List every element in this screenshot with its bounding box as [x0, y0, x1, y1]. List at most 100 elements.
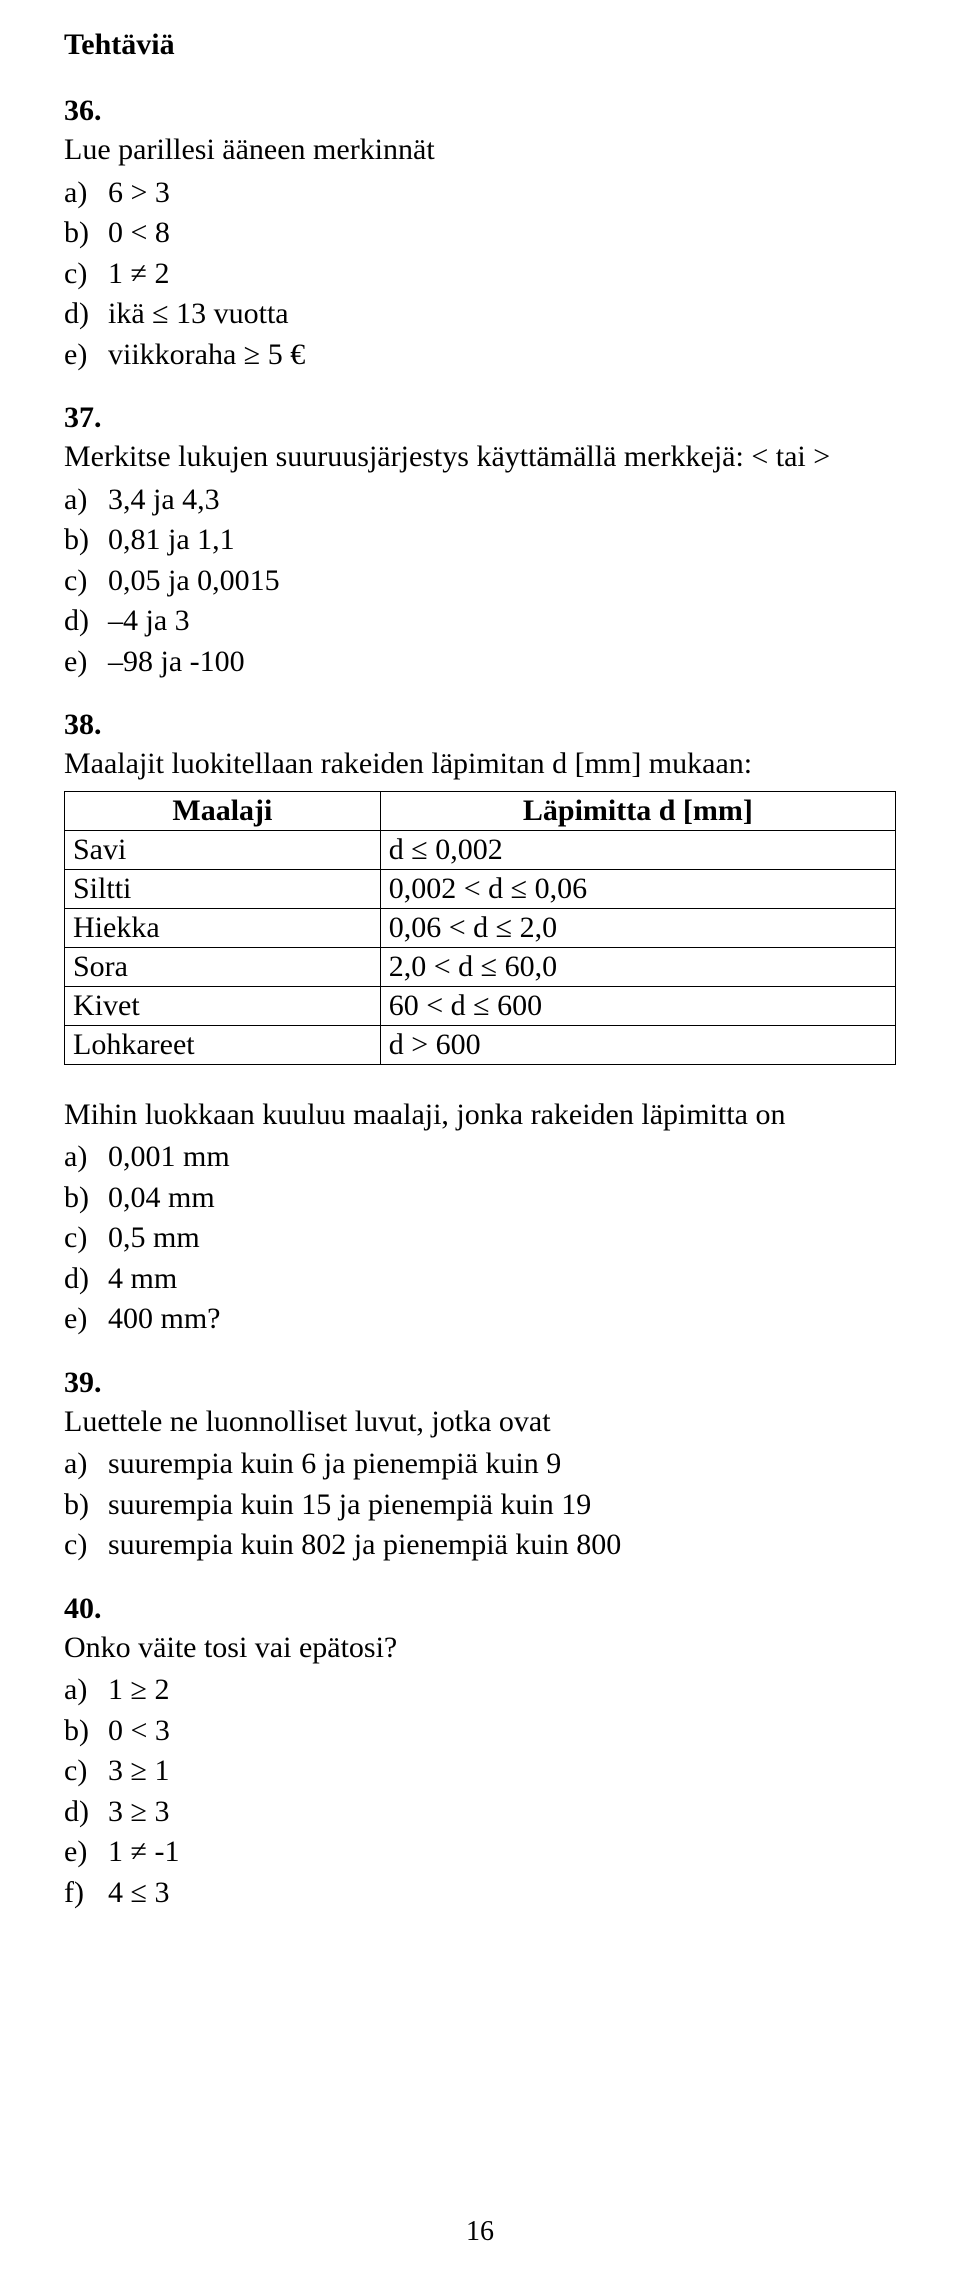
option-letter: d) [64, 1259, 108, 1300]
list-item: e) 1 ≠ -1 [64, 1832, 896, 1873]
list-item: f) 4 ≤ 3 [64, 1873, 896, 1914]
option-text: viikkoraha ≥ 5 € [108, 335, 896, 376]
option-letter: b) [64, 213, 108, 254]
table-cell: 0,002 < d ≤ 0,06 [380, 869, 895, 908]
list-item: a) 6 > 3 [64, 173, 896, 214]
q36-number: 36. [64, 94, 896, 128]
option-text: 400 mm? [108, 1299, 896, 1340]
option-letter: d) [64, 294, 108, 335]
table-cell: d > 600 [380, 1025, 895, 1064]
list-item: c) 0,5 mm [64, 1218, 896, 1259]
option-letter: b) [64, 1485, 108, 1526]
page: Tehtäviä 36. Lue parillesi ääneen merkin… [0, 0, 960, 2272]
option-text: 0,05 ja 0,0015 [108, 561, 896, 602]
option-letter: b) [64, 520, 108, 561]
list-item: b) 0 < 8 [64, 213, 896, 254]
q39-prompt: Luettele ne luonnolliset luvut, jotka ov… [64, 1402, 896, 1443]
option-letter: a) [64, 173, 108, 214]
q39-options: a) suurempia kuin 6 ja pienempiä kuin 9 … [64, 1444, 896, 1566]
soil-table: Maalaji Läpimitta d [mm] Savi d ≤ 0,002 … [64, 791, 896, 1065]
option-letter: e) [64, 1832, 108, 1873]
option-letter: b) [64, 1178, 108, 1219]
table-row: Sora 2,0 < d ≤ 60,0 [65, 947, 896, 986]
option-letter: f) [64, 1873, 108, 1914]
option-text: 1 ≥ 2 [108, 1670, 896, 1711]
list-item: d) 4 mm [64, 1259, 896, 1300]
option-letter: d) [64, 601, 108, 642]
q38-prompt: Maalajit luokitellaan rakeiden läpimitan… [64, 744, 896, 785]
list-item: e) 400 mm? [64, 1299, 896, 1340]
option-letter: a) [64, 1444, 108, 1485]
option-text: 0 < 3 [108, 1711, 896, 1752]
list-item: b) 0,81 ja 1,1 [64, 520, 896, 561]
list-item: e) viikkoraha ≥ 5 € [64, 335, 896, 376]
option-letter: c) [64, 1218, 108, 1259]
option-text: 3 ≥ 3 [108, 1792, 896, 1833]
list-item: c) 3 ≥ 1 [64, 1751, 896, 1792]
q38-options: a) 0,001 mm b) 0,04 mm c) 0,5 mm d) 4 mm… [64, 1137, 896, 1340]
table-header-row: Maalaji Läpimitta d [mm] [65, 791, 896, 830]
option-letter: c) [64, 254, 108, 295]
q40-number: 40. [64, 1592, 896, 1626]
table-cell: d ≤ 0,002 [380, 830, 895, 869]
option-letter: a) [64, 1137, 108, 1178]
table-row: Hiekka 0,06 < d ≤ 2,0 [65, 908, 896, 947]
q37-prompt: Merkitse lukujen suuruusjärjestys käyttä… [64, 437, 896, 478]
option-letter: c) [64, 561, 108, 602]
option-text: suurempia kuin 802 ja pienempiä kuin 800 [108, 1525, 896, 1566]
table-cell: Siltti [65, 869, 381, 908]
list-item: d) 3 ≥ 3 [64, 1792, 896, 1833]
option-letter: c) [64, 1525, 108, 1566]
option-letter: e) [64, 1299, 108, 1340]
option-text: 3,4 ja 4,3 [108, 480, 896, 521]
q39-number: 39. [64, 1366, 896, 1400]
option-text: suurempia kuin 15 ja pienempiä kuin 19 [108, 1485, 896, 1526]
option-letter: d) [64, 1792, 108, 1833]
list-item: a) suurempia kuin 6 ja pienempiä kuin 9 [64, 1444, 896, 1485]
table-cell: Hiekka [65, 908, 381, 947]
q37-options: a) 3,4 ja 4,3 b) 0,81 ja 1,1 c) 0,05 ja … [64, 480, 896, 683]
option-text: 0,04 mm [108, 1178, 896, 1219]
table-cell: Sora [65, 947, 381, 986]
table-cell: 60 < d ≤ 600 [380, 986, 895, 1025]
option-text: 0,001 mm [108, 1137, 896, 1178]
q37-number: 37. [64, 401, 896, 435]
table-cell: Kivet [65, 986, 381, 1025]
option-text: 4 mm [108, 1259, 896, 1300]
option-letter: e) [64, 335, 108, 376]
list-item: d) –4 ja 3 [64, 601, 896, 642]
option-letter: a) [64, 480, 108, 521]
list-item: c) suurempia kuin 802 ja pienempiä kuin … [64, 1525, 896, 1566]
table-cell: Savi [65, 830, 381, 869]
option-text: 3 ≥ 1 [108, 1751, 896, 1792]
option-text: –4 ja 3 [108, 601, 896, 642]
option-text: –98 ja -100 [108, 642, 896, 683]
option-letter: e) [64, 642, 108, 683]
option-letter: a) [64, 1670, 108, 1711]
table-cell: Lohkareet [65, 1025, 381, 1064]
table-row: Lohkareet d > 600 [65, 1025, 896, 1064]
list-item: b) 0,04 mm [64, 1178, 896, 1219]
table-cell: 0,06 < d ≤ 2,0 [380, 908, 895, 947]
option-letter: b) [64, 1711, 108, 1752]
table-cell: 2,0 < d ≤ 60,0 [380, 947, 895, 986]
list-item: a) 3,4 ja 4,3 [64, 480, 896, 521]
option-text: 0 < 8 [108, 213, 896, 254]
option-text: ikä ≤ 13 vuotta [108, 294, 896, 335]
list-item: e) –98 ja -100 [64, 642, 896, 683]
list-item: c) 0,05 ja 0,0015 [64, 561, 896, 602]
table-row: Savi d ≤ 0,002 [65, 830, 896, 869]
table-row: Siltti 0,002 < d ≤ 0,06 [65, 869, 896, 908]
option-text: suurempia kuin 6 ja pienempiä kuin 9 [108, 1444, 896, 1485]
table-header: Maalaji [65, 791, 381, 830]
q38-number: 38. [64, 708, 896, 742]
option-letter: c) [64, 1751, 108, 1792]
option-text: 1 ≠ 2 [108, 254, 896, 295]
list-item: a) 0,001 mm [64, 1137, 896, 1178]
list-item: c) 1 ≠ 2 [64, 254, 896, 295]
q36-prompt: Lue parillesi ääneen merkinnät [64, 130, 896, 171]
heading: Tehtäviä [64, 28, 896, 62]
table-row: Kivet 60 < d ≤ 600 [65, 986, 896, 1025]
list-item: a) 1 ≥ 2 [64, 1670, 896, 1711]
list-item: b) 0 < 3 [64, 1711, 896, 1752]
